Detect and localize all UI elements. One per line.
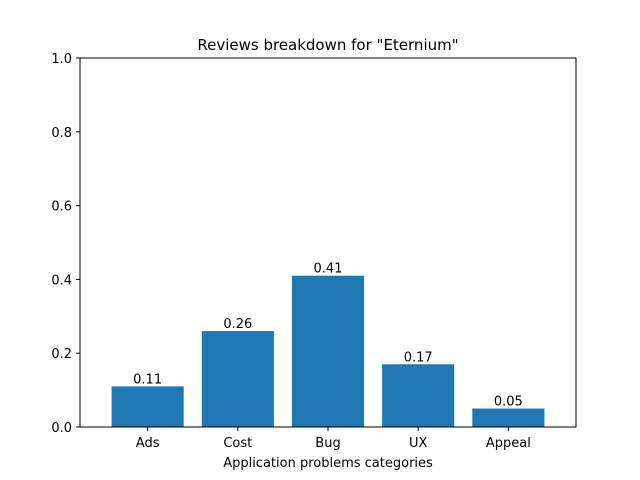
x-tick-label-ux: UX [409, 436, 428, 451]
data-label-cost: 0.26 [223, 317, 252, 332]
y-tick-label: 0.4 [51, 273, 72, 288]
bar-appeal [472, 408, 545, 427]
data-labels-layer: 0.11 0.26 0.41 0.17 0.05 [133, 262, 523, 410]
data-label-ux: 0.17 [404, 350, 433, 365]
y-tick-label: 1.0 [51, 52, 72, 67]
y-tick-label: 0.8 [51, 126, 72, 141]
bar-ux [382, 364, 455, 427]
y-tick-label: 0.2 [51, 347, 72, 362]
x-axis-label: Application problems categories [223, 456, 433, 471]
bars-layer [111, 275, 545, 427]
y-tick-label: 0.6 [51, 200, 72, 215]
bar-cost [201, 331, 274, 427]
y-axis: 0.0 0.2 0.4 0.6 0.8 1.0 [51, 52, 80, 436]
x-tick-label-appeal: Appeal [486, 436, 531, 451]
chart-title: Reviews breakdown for "Eternium" [197, 36, 458, 54]
y-tick-label: 0.0 [51, 421, 72, 436]
bar-bug [291, 275, 365, 427]
x-axis: Ads Cost Bug UX Appeal [136, 427, 531, 451]
data-label-bug: 0.41 [314, 262, 343, 277]
data-label-ads: 0.11 [133, 372, 162, 387]
x-tick-label-ads: Ads [136, 436, 160, 451]
x-tick-label-bug: Bug [315, 436, 340, 451]
x-tick-label-cost: Cost [223, 436, 252, 451]
bar-ads [111, 386, 184, 427]
data-label-appeal: 0.05 [494, 395, 523, 410]
